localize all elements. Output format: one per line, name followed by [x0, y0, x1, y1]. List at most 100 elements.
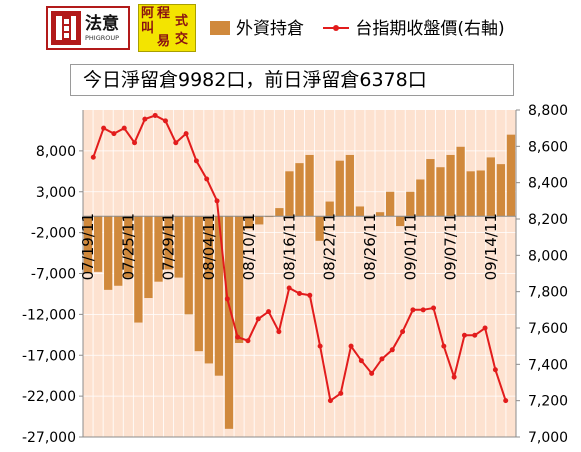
bar: [134, 216, 143, 323]
right-tick-label: 8,800: [528, 103, 568, 119]
bar: [295, 163, 304, 217]
aqiao-logo-char: 易: [157, 34, 171, 49]
bar: [345, 154, 354, 217]
price-point: [492, 367, 498, 373]
price-point: [193, 158, 199, 164]
right-tick-label: 8,200: [528, 212, 568, 228]
right-tick-label: 7,400: [528, 357, 568, 373]
price-point: [400, 329, 406, 335]
price-point: [162, 118, 168, 124]
phigroup-logo-mark: [51, 11, 81, 45]
bar: [285, 171, 294, 217]
x-tick-label: 08/22/11: [321, 213, 339, 280]
bar: [204, 216, 214, 364]
bar: [234, 216, 244, 343]
bar: [456, 146, 465, 217]
price-point: [297, 290, 302, 296]
right-tick-label: 8,400: [528, 176, 568, 192]
aqiao-program-logo: 阿 叫 程 式 易 交: [138, 4, 196, 52]
bar: [224, 216, 234, 429]
left-tick-label: 8,000: [36, 144, 76, 160]
left-tick-label: -27,000: [22, 430, 76, 446]
phigroup-logo: 法意 PHIGROUP: [46, 6, 130, 50]
price-point: [245, 338, 251, 344]
aqiao-logo-char: 叫: [141, 21, 155, 36]
bar: [214, 216, 224, 376]
bar: [416, 179, 425, 217]
bar: [436, 167, 445, 217]
bar: [426, 159, 435, 217]
bar: [496, 164, 506, 217]
price-point: [358, 358, 364, 364]
price-point: [132, 140, 138, 146]
bar: [446, 154, 455, 217]
left-tick-label: -7,000: [31, 267, 76, 283]
price-point: [121, 125, 127, 131]
price-point: [214, 198, 220, 204]
bar: [194, 216, 203, 352]
phigroup-logo-sub: PHIGROUP: [85, 34, 120, 42]
aqiao-logo-char: 式: [175, 14, 189, 29]
right-tick-label: 8,600: [528, 139, 568, 155]
left-tick-label: -22,000: [22, 389, 76, 405]
price-point: [410, 307, 416, 313]
bar: [506, 134, 516, 217]
bar: [245, 216, 254, 229]
bar: [124, 216, 133, 278]
left-tick-label: -2,000: [31, 226, 76, 242]
aqiao-logo-char: 程: [157, 6, 171, 21]
price-point: [307, 292, 313, 298]
legend-line-swatch: [323, 21, 350, 35]
x-tick-label: 09/14/11: [482, 213, 500, 280]
aqiao-logo-char: 阿: [141, 6, 155, 21]
price-point: [286, 285, 292, 291]
price-point: [472, 332, 478, 338]
price-point: [266, 309, 272, 315]
price-point: [420, 307, 426, 313]
left-tick-label: -12,000: [22, 307, 76, 323]
x-tick-label: 08/26/11: [361, 213, 379, 280]
price-point: [338, 390, 344, 396]
price-point: [317, 343, 323, 349]
bar: [466, 171, 475, 217]
bar: [385, 191, 395, 217]
left-tick-label: -17,000: [22, 348, 76, 364]
bar: [275, 208, 284, 217]
legend-line-label: 台指期收盤價(右軸): [355, 19, 505, 39]
price-point: [503, 398, 509, 404]
bar: [255, 216, 264, 225]
price-point: [389, 347, 395, 353]
price-point: [431, 305, 437, 311]
x-tick-label: 07/29/11: [160, 213, 178, 280]
price-point: [111, 131, 117, 137]
bar: [83, 216, 93, 274]
bar: [144, 216, 153, 299]
price-point: [348, 343, 354, 349]
right-tick-label: 7,000: [528, 430, 568, 446]
bar: [396, 216, 405, 227]
bar: [114, 216, 123, 286]
price-point: [235, 334, 241, 340]
x-tick-label: 09/01/11: [401, 213, 419, 280]
bar: [315, 216, 324, 241]
price-point: [183, 131, 189, 137]
bar: [154, 216, 163, 282]
price-point: [255, 316, 261, 322]
bar: [476, 170, 485, 217]
price-point: [461, 332, 467, 338]
price-point: [379, 356, 385, 362]
right-tick-label: 7,800: [528, 285, 568, 301]
bar: [486, 157, 495, 217]
x-tick-label: 08/04/11: [200, 213, 218, 280]
x-tick-label: 08/16/11: [280, 213, 298, 280]
x-tick-label: 09/07/11: [442, 213, 460, 280]
legend-bar-label: 外資持倉: [236, 19, 304, 39]
price-point: [224, 296, 230, 302]
legend-bar-swatch: [210, 21, 230, 35]
aqiao-logo-char: 交: [175, 32, 189, 47]
right-tick-label: 7,200: [528, 394, 568, 410]
price-point: [173, 140, 179, 146]
price-point: [142, 116, 148, 122]
x-tick-label: 08/10/11: [240, 213, 258, 280]
bar: [174, 216, 183, 278]
